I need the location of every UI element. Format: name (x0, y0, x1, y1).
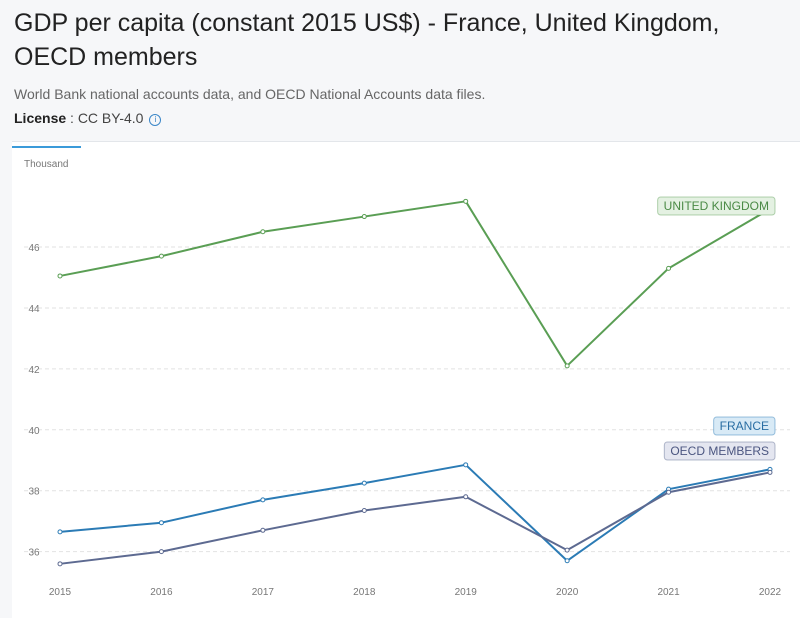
data-point[interactable] (260, 527, 266, 533)
x-tick-label: 2017 (252, 587, 275, 598)
series-label-text: OECD MEMBERS (670, 444, 769, 458)
data-point[interactable] (361, 480, 367, 486)
x-tick-label: 2015 (49, 587, 72, 598)
series-label-box (663, 441, 776, 461)
x-tick-label: 2020 (556, 587, 579, 598)
data-point[interactable] (158, 520, 164, 526)
data-point[interactable] (564, 547, 570, 553)
series-lines (57, 198, 773, 567)
page-title: GDP per capita (constant 2015 US$) - Fra… (14, 9, 720, 71)
data-point[interactable] (666, 265, 672, 271)
y-tick-label: 40 (28, 426, 40, 437)
data-point[interactable] (564, 363, 570, 369)
data-point[interactable] (260, 229, 266, 235)
data-point[interactable] (361, 508, 367, 514)
y-tick-label: 36 (28, 548, 40, 559)
data-point[interactable] (564, 558, 570, 564)
data-point[interactable] (463, 198, 469, 204)
series-label-text: UNITED KINGDOM (664, 199, 769, 213)
series-label-text: FRANCE (720, 419, 769, 433)
series-labels: UNITED KINGDOM FRANCE OECD MEMBERS (657, 196, 776, 461)
x-tick-label: 2019 (455, 587, 478, 598)
data-point[interactable] (260, 497, 266, 503)
x-tick-label: 2021 (657, 587, 680, 598)
series-line-oecd-members[interactable] (59, 471, 771, 565)
y-axis-unit-label: Thousand (24, 159, 68, 170)
y-tick-label: 46 (28, 243, 40, 254)
x-tick-label: 2022 (759, 587, 782, 598)
data-point[interactable] (666, 489, 672, 495)
data-point[interactable] (158, 549, 164, 555)
series-label-oecd-members: OECD MEMBERS (663, 441, 776, 461)
x-tick-label: 2016 (150, 587, 173, 598)
grid-lines (24, 246, 790, 553)
y-tick-label: 42 (28, 365, 40, 376)
data-point[interactable] (57, 529, 63, 535)
data-point[interactable] (158, 253, 164, 259)
info-icon[interactable]: i (149, 114, 162, 126)
series-line-united-kingdom[interactable] (59, 200, 771, 367)
data-point[interactable] (463, 462, 469, 468)
data-point[interactable] (361, 214, 367, 220)
license-value[interactable]: CC BY-4.0 (77, 110, 144, 126)
x-tick-labels: 2015 2016 2017 2018 2019 2020 2021 2022 (49, 587, 782, 598)
x-tick-label: 2018 (353, 587, 376, 598)
source-note: World Bank national accounts data, and O… (14, 86, 486, 102)
license-line: License : CC BY-4.0 i (14, 110, 162, 126)
data-point[interactable] (57, 273, 63, 279)
series-label-united-kingdom: UNITED KINGDOM (657, 196, 776, 216)
y-tick-label: 44 (28, 304, 40, 315)
series-label-france: FRANCE (713, 416, 776, 436)
y-tick-labels: 36 38 40 42 44 46 (28, 243, 40, 559)
license-label: License (14, 110, 67, 126)
data-point[interactable] (57, 561, 63, 567)
data-point[interactable] (463, 494, 469, 500)
series-line-france[interactable] (59, 463, 771, 562)
series-label-box (713, 416, 776, 436)
series-label-box (657, 196, 776, 216)
active-tab-indicator (12, 146, 81, 148)
chart-panel (12, 141, 800, 618)
y-tick-label: 38 (28, 487, 40, 498)
data-point[interactable] (767, 469, 773, 475)
